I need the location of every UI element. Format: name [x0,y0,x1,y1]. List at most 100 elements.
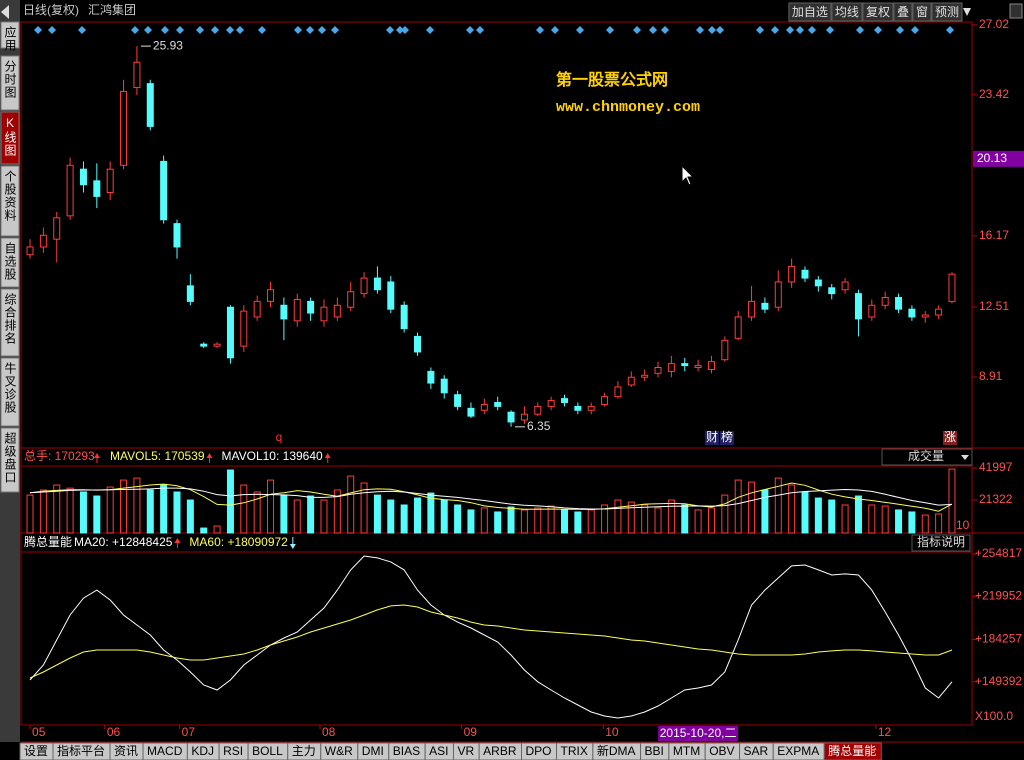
info-diamond[interactable] [796,26,804,34]
bottom-tab-label[interactable]: BBI [645,744,664,758]
bottom-tab-label[interactable]: 资讯 [114,744,138,758]
header-button[interactable] [931,2,963,22]
bottom-tab-label[interactable]: ARBR [483,744,517,758]
info-diamond[interactable] [826,26,834,34]
info-diamond[interactable] [576,26,584,34]
sidebar-tab-label[interactable]: 自选股 [3,242,17,281]
header-button[interactable] [893,2,913,22]
sidebar-tab-label[interactable]: 个股资料 [3,170,17,222]
bottom-tab-label[interactable]: W&R [325,744,353,758]
info-diamond[interactable] [874,26,882,34]
header-button-label[interactable]: 叠 [897,5,909,19]
bottom-tab-label[interactable]: RSI [223,744,243,758]
info-diamond[interactable] [896,26,904,34]
bottom-tab-label[interactable]: 腾总量能 [828,743,876,758]
info-diamond[interactable] [633,26,641,34]
bottom-tab-label[interactable]: VR [457,744,474,758]
info-diamond[interactable] [161,26,169,34]
info-diamond[interactable] [211,26,219,34]
info-diamond[interactable] [236,26,244,34]
bottom-tab-label[interactable]: 指标平台 [57,743,105,758]
info-diamond[interactable] [34,26,42,34]
info-diamond[interactable] [396,26,404,34]
info-diamond[interactable] [386,26,394,34]
info-diamond[interactable] [331,26,339,34]
bottom-tab-label[interactable]: OBV [709,744,734,758]
info-diamond[interactable] [78,26,86,34]
info-diamond[interactable] [258,26,266,34]
info-diamond[interactable] [466,26,474,34]
sidebar-tab[interactable] [0,21,20,49]
info-diamond[interactable] [426,26,434,34]
info-diamond[interactable] [131,26,139,34]
info-diamond[interactable] [294,26,302,34]
info-diamond[interactable] [808,26,816,34]
event-marker[interactable]: 涨 [944,429,956,444]
event-marker[interactable]: q [276,430,283,444]
help-button[interactable] [911,534,971,552]
close-icon[interactable] [1009,3,1023,19]
sidebar-tab[interactable] [0,237,20,288]
info-diamond[interactable] [771,26,779,34]
event-marker[interactable]: 榜 [721,429,733,444]
help-button-label[interactable]: 指标说明 [917,534,965,549]
sidebar-tab-label[interactable]: 超级盘口 [3,431,17,484]
bottom-tab-label[interactable]: MACD [147,744,183,758]
bottom-tab-label[interactable]: KDJ [191,744,214,758]
header-button-label[interactable]: 预测 [935,5,959,19]
sidebar-tab[interactable] [0,357,20,427]
sidebar-tab-label[interactable]: 牛叉诊股 [3,361,17,414]
info-diamond[interactable] [144,26,152,34]
bottom-tab-label[interactable]: SAR [744,744,769,758]
header-button-label[interactable]: 窗 [916,5,928,19]
bottom-tab-label[interactable]: 设置 [24,744,48,758]
header-button-label[interactable]: 均线 [835,5,859,19]
dropdown-icon[interactable] [961,455,969,460]
bottom-tab-label[interactable]: ASI [429,744,448,758]
header-button-label[interactable]: 复权 [866,5,890,19]
info-diamond[interactable] [786,26,794,34]
info-diamond[interactable] [536,26,544,34]
scroll-icon[interactable] [963,8,971,16]
info-diamond[interactable] [911,26,919,34]
sidebar-tab-label[interactable]: 综合排名 [3,293,17,345]
info-diamond[interactable] [756,26,764,34]
bottom-tab-label[interactable]: 新DMA [597,743,636,758]
sidebar-tab[interactable] [0,165,20,237]
sidebar-tab-label[interactable]: K线图 [3,116,17,157]
info-diamond[interactable] [661,26,669,34]
header-button-label[interactable]: 加自选 [792,5,828,19]
info-diamond[interactable] [696,26,704,34]
bottom-tab-label[interactable]: BOLL [252,744,283,758]
info-diamond[interactable] [176,26,184,34]
info-diamond[interactable] [196,26,204,34]
header-button[interactable] [831,2,863,22]
bottom-tab-label[interactable]: EXPMA [777,744,819,758]
info-diamond[interactable] [606,26,614,34]
sidebar-tab[interactable] [0,427,20,493]
sidebar-tab[interactable] [0,55,20,111]
info-diamond[interactable] [551,26,559,34]
info-diamond[interactable] [649,26,657,34]
bottom-tab-label[interactable]: BIAS [393,744,420,758]
header-button[interactable] [912,2,932,22]
info-diamond[interactable] [476,26,484,34]
header-button[interactable] [788,2,832,22]
sidebar-tab-label[interactable]: 分时图 [3,60,17,99]
bottom-tab-label[interactable]: TRIX [561,744,588,758]
bottom-tab-label[interactable]: DPO [526,744,552,758]
info-diamond[interactable] [946,26,954,34]
sidebar-tab[interactable] [0,111,20,165]
info-diamond[interactable] [708,26,716,34]
bottom-tab-label[interactable]: MTM [673,744,700,758]
info-diamond[interactable] [856,26,864,34]
info-diamond[interactable] [48,26,56,34]
info-diamond[interactable] [306,26,314,34]
info-diamond[interactable] [226,26,234,34]
header-button[interactable] [862,2,894,22]
bottom-tab[interactable] [823,742,882,760]
sidebar-tab-label[interactable]: 应用 [3,25,17,52]
info-diamond[interactable] [318,26,326,34]
indicator-selector[interactable] [881,448,973,466]
bottom-tab-label[interactable]: 主力 [292,744,316,758]
